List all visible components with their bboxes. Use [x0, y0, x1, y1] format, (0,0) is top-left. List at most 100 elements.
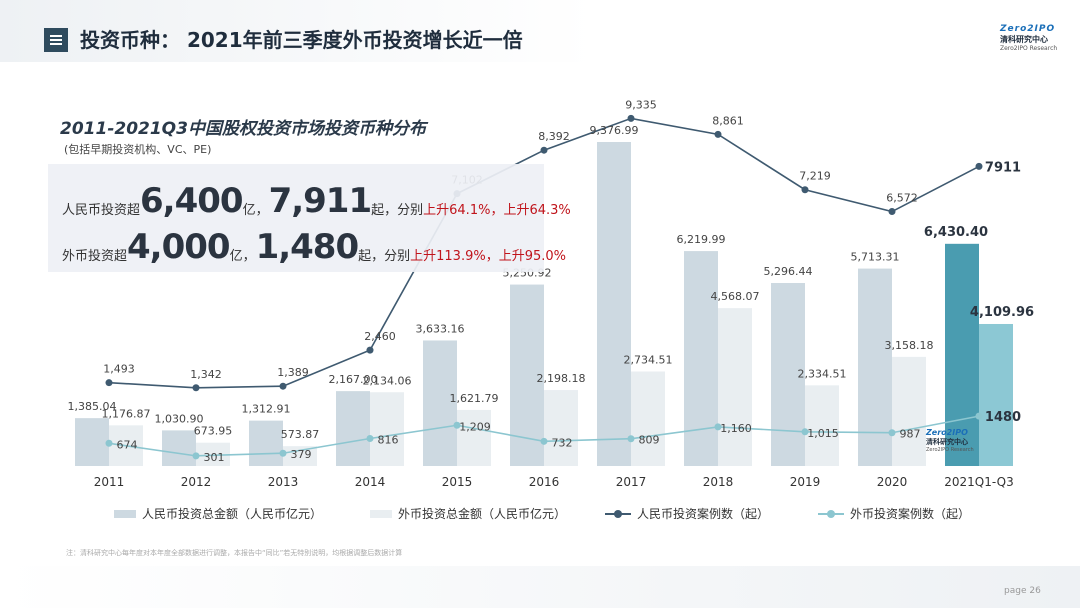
point-rmb-deals — [627, 114, 635, 122]
line-label-rmb-deals: 1,389 — [277, 366, 309, 379]
bar-label-rmb-amount: 2,167.00 — [329, 373, 378, 386]
bar-fx-amount — [457, 409, 491, 466]
line-label-fx-deals: 816 — [378, 434, 399, 447]
point-rmb-deals — [888, 208, 896, 216]
line-label-fx-deals: 809 — [639, 434, 660, 447]
point-rmb-deals — [105, 379, 113, 387]
line-label-rmb-deals: 2,460 — [364, 330, 396, 343]
point-fx-deals — [627, 435, 635, 443]
point-fx-deals — [279, 449, 287, 457]
line-label-fx-deals: 732 — [552, 436, 573, 449]
bar-label-fx-amount: 2,198.18 — [537, 372, 586, 385]
legend-swatch-rmb-amount — [114, 509, 136, 518]
bar-label-rmb-amount: 1,030.90 — [155, 412, 204, 425]
bar-fx-amount — [892, 356, 926, 466]
summary-fx-growth: 上升113.9%，上升95.0% — [410, 249, 567, 264]
x-tick-label: 2019 — [790, 475, 821, 489]
point-fx-deals — [105, 439, 113, 447]
bar-label-fx-amount: 1,176.87 — [102, 407, 151, 420]
x-tick-label: 2017 — [616, 475, 647, 489]
bar-rmb-amount — [423, 340, 457, 466]
bar-label-fx-amount: 673.95 — [194, 425, 233, 438]
line-label-rmb-deals: 7,219 — [799, 170, 831, 183]
bar-label-fx-amount: 573.87 — [281, 428, 320, 441]
point-fx-deals — [888, 429, 896, 437]
line-label-rmb-deals: 1,493 — [103, 363, 135, 376]
bar-label-fx-amount: 4,109.96 — [970, 305, 1034, 320]
bar-label-fx-amount: 1,621.79 — [450, 392, 499, 405]
legend-label-fx-amount: 外币投资总金额（人民币亿元） — [398, 507, 567, 521]
point-fx-deals — [714, 423, 722, 431]
summary-rmb-mid: 起，分别 — [371, 203, 424, 218]
footnote: 注：清科研究中心每年度对本年度全部数据进行调整，本报告中“同比”若无特别说明，均… — [66, 549, 403, 557]
x-tick-label: 2020 — [877, 475, 908, 489]
chart-legend: 人民币投资总金额（人民币亿元） 外币投资总金额（人民币亿元） 人民币投资案例数（… — [0, 505, 1080, 521]
bar-rmb-amount — [249, 420, 283, 466]
bar-rmb-amount — [684, 251, 718, 466]
bar-rmb-amount — [336, 391, 370, 466]
bar-label-fx-amount: 2,134.06 — [363, 374, 412, 387]
x-tick-label: 2015 — [442, 475, 473, 489]
logo-wordmark: Zero2IPO — [1000, 24, 1056, 34]
point-fx-deals — [801, 428, 809, 436]
legend-swatch-rmb-deals — [605, 509, 631, 519]
x-tick-label: 2016 — [529, 475, 560, 489]
legend-label-rmb-deals: 人民币投资案例数（起） — [637, 507, 770, 521]
bar-fx-amount — [196, 442, 230, 466]
bar-rmb-amount — [75, 418, 109, 466]
line-label-fx-deals: 379 — [291, 448, 312, 461]
summary-line-fx: 外币投资超 4,000 亿， 1,480 起，分别 上升113.9%，上升95.… — [62, 220, 566, 264]
summary-rmb-prefix: 人民币投资超 — [62, 203, 141, 218]
line-label-fx-deals: 1,209 — [459, 420, 491, 433]
x-tick-label: 2018 — [703, 475, 734, 489]
legend-label-rmb-amount: 人民币投资总金额（人民币亿元） — [142, 507, 323, 521]
summary-rmb-count: 7,911 — [268, 181, 373, 221]
legend-label-fx-deals: 外币投资案例数（起） — [850, 507, 971, 521]
bar-label-fx-amount: 3,158.18 — [885, 339, 934, 352]
point-fx-deals — [192, 452, 200, 460]
bar-fx-amount — [979, 323, 1013, 466]
point-rmb-deals — [279, 382, 287, 390]
x-tick-label: 2021Q1-Q3 — [944, 475, 1013, 489]
summary-fx-mid: 起，分别 — [358, 249, 411, 264]
line-label-fx-deals: 674 — [117, 438, 138, 451]
summary-fx-prefix: 外币投资超 — [62, 249, 128, 264]
line-label-rmb-deals: 8,861 — [712, 114, 744, 127]
bar-rmb-amount — [858, 268, 892, 466]
zero2ipo-logo: Zero2IPO 清科研究中心 Zero2IPO Research — [1000, 24, 1058, 52]
line-label-rmb-deals: 1,342 — [190, 368, 222, 381]
bar-fx-amount — [544, 390, 578, 466]
bottom-band — [0, 566, 1080, 608]
watermark-logo: Zero2IPO 清科研究中心 Zero2IPO Research — [926, 428, 978, 453]
page-title: 投资币种： 2021年前三季度外币投资增长近一倍 — [80, 28, 523, 52]
point-rmb-deals — [366, 346, 374, 354]
bar-fx-amount — [805, 385, 839, 466]
bar-label-fx-amount: 2,734.51 — [624, 354, 673, 367]
bar-label-fx-amount: 2,334.51 — [798, 367, 847, 380]
bar-rmb-amount — [771, 282, 805, 466]
bar-label-rmb-amount: 6,430.40 — [924, 225, 988, 240]
bar-label-rmb-amount: 6,219.99 — [677, 233, 726, 246]
bar-label-rmb-amount: 3,633.16 — [416, 322, 465, 335]
legend-fx-amount: 外币投资总金额（人民币亿元） — [370, 505, 566, 522]
summary-box: 人民币投资超 6,400 亿， 7,911 起，分别 上升64.1%，上升64.… — [48, 164, 571, 272]
point-rmb-deals — [801, 186, 809, 194]
header-band — [0, 0, 1080, 62]
summary-fx-count: 1,480 — [255, 227, 360, 267]
page-number: page 26 — [1004, 586, 1041, 596]
line-label-fx-deals: 301 — [204, 451, 225, 464]
bar-label-rmb-amount: 9,376.99 — [590, 124, 639, 137]
line-label-rmb-deals: 6,572 — [886, 192, 918, 205]
watermark-wordmark: Zero2IPO — [926, 428, 968, 437]
summary-line-rmb: 人民币投资超 6,400 亿， 7,911 起，分别 上升64.1%，上升64.… — [62, 174, 571, 218]
chart-title: 2011-2021Q3中国股权投资市场投资币种分布 — [60, 119, 426, 139]
bar-fx-amount — [370, 392, 404, 466]
line-label-fx-deals: 1480 — [985, 410, 1021, 425]
bar-rmb-amount — [945, 243, 979, 466]
bar-label-rmb-amount: 1,385.04 — [68, 400, 117, 413]
x-tick-label: 2012 — [181, 475, 212, 489]
legend-rmb-deals: 人民币投资案例数（起） — [605, 505, 769, 522]
summary-fx-amount: 4,000 — [127, 227, 231, 267]
line-label-rmb-deals: 9,335 — [625, 98, 657, 111]
watermark-org-sub: Zero2IPO Research — [926, 447, 974, 453]
